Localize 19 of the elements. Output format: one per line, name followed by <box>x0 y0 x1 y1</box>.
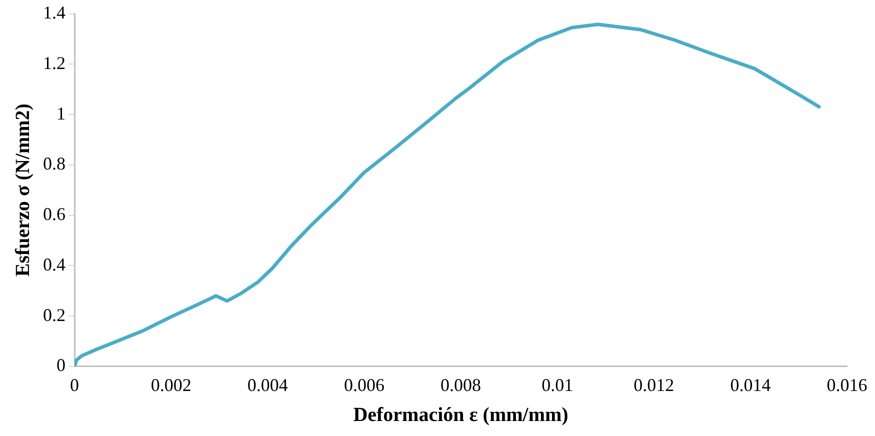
x-tick-label: 0 <box>70 374 79 395</box>
y-axis-title: Esfuerzo σ (N/mm2) <box>12 104 34 277</box>
y-tick-label: 0.4 <box>43 254 66 274</box>
y-tick-label: 1.2 <box>43 52 66 73</box>
x-tick-label: 0.006 <box>344 374 384 395</box>
y-tick-label: 0.8 <box>43 154 66 174</box>
x-tick-label: 0.008 <box>440 374 481 395</box>
y-tick-label: 0.2 <box>43 304 66 325</box>
x-tick-label: 0.012 <box>634 374 674 395</box>
y-tick-label: 1 <box>56 103 66 124</box>
x-tick-label: 0.002 <box>150 374 192 395</box>
x-axis-title: Deformación ε (mm/mm) <box>353 404 568 426</box>
x-tick-label: 0.014 <box>730 374 771 395</box>
y-tick-label: 0.6 <box>43 204 66 224</box>
x-tick-label: 0.004 <box>247 374 288 395</box>
y-tick-label: 1.4 <box>43 2 66 23</box>
x-tick-label: 0.016 <box>826 374 868 395</box>
x-tick-label: 0.01 <box>542 374 574 395</box>
y-tick-label: 0 <box>56 355 66 376</box>
